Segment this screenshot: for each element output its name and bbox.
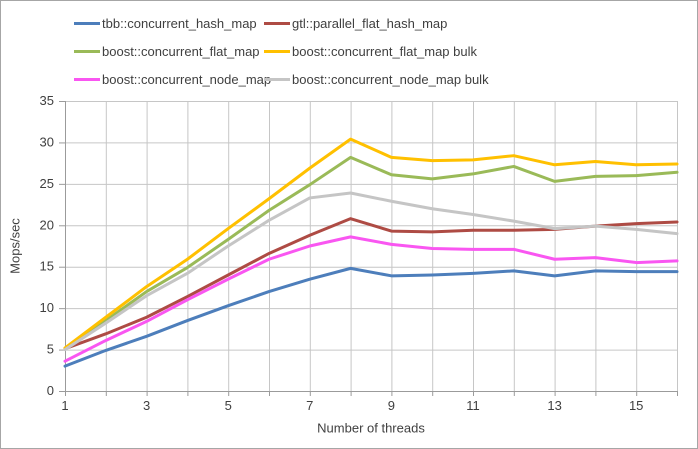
legend-label: tbb::concurrent_hash_map (102, 15, 257, 31)
chart-legend: tbb::concurrent_hash_map gtl::parallel_fl… (1, 1, 697, 97)
legend-swatch-icon (74, 21, 100, 25)
y-tick-label: 0 (47, 383, 54, 398)
y-tick-label: 5 (47, 342, 54, 357)
y-tick-label: 25 (40, 176, 54, 191)
legend-item: tbb::concurrent_hash_map (74, 13, 257, 33)
series-line-3 (63, 137, 679, 350)
legend-label: boost::concurrent_node_map (102, 71, 272, 87)
y-tick-label: 20 (40, 217, 54, 232)
legend-item: boost::concurrent_node_map (74, 69, 271, 89)
legend-swatch-icon (264, 21, 290, 25)
axes (59, 101, 678, 396)
legend-item: boost::concurrent_flat_map (74, 41, 260, 61)
legend-label: boost::concurrent_flat_map (102, 43, 260, 59)
x-tick-label: 11 (466, 398, 480, 413)
series-line-1 (63, 217, 679, 351)
y-tick-label: 30 (40, 134, 54, 149)
y-tick-label: 10 (40, 300, 54, 315)
x-tick-label: 3 (143, 398, 150, 413)
legend-item: boost::concurrent_flat_map bulk (264, 41, 477, 61)
x-axis-title: Number of threads (317, 420, 425, 436)
series-line-0 (63, 266, 679, 368)
series-line-5 (63, 191, 679, 352)
series-line-4 (63, 235, 679, 363)
legend-label: boost::concurrent_flat_map bulk (292, 43, 477, 59)
x-tick-label: 13 (547, 398, 561, 413)
legend-item: boost::concurrent_node_map bulk (264, 69, 489, 89)
legend-swatch-icon (74, 77, 100, 81)
legend-label: gtl::parallel_flat_hash_map (292, 15, 448, 31)
x-tick-label: 9 (388, 398, 395, 413)
legend-swatch-icon (264, 77, 290, 81)
x-tick-label: 1 (61, 398, 68, 413)
x-tick-label: 5 (225, 398, 232, 413)
x-tick-label: 7 (306, 398, 313, 413)
y-tick-label: 15 (40, 259, 54, 274)
y-tick-label: 35 (40, 93, 54, 108)
legend-swatch-icon (264, 49, 290, 53)
gridlines (65, 101, 678, 392)
legend-swatch-icon (74, 49, 100, 53)
legend-label: boost::concurrent_node_map bulk (292, 71, 489, 87)
x-tick-label: 15 (629, 398, 643, 413)
legend-item: gtl::parallel_flat_hash_map (264, 13, 447, 33)
series-line-2 (63, 155, 679, 351)
